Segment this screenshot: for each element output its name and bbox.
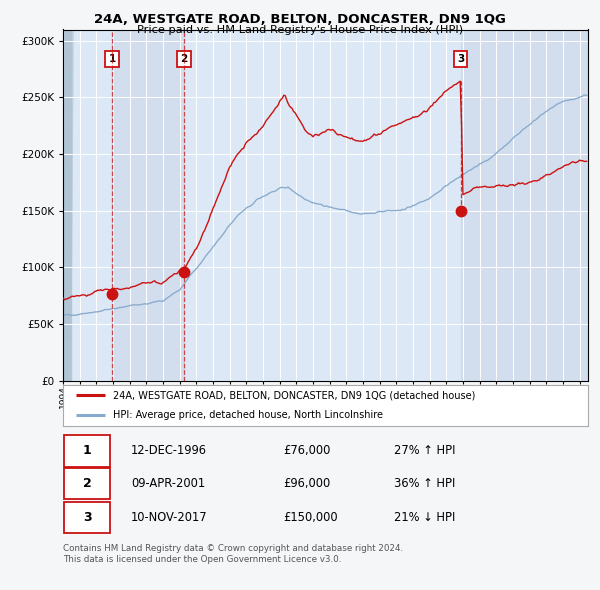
- Text: 2: 2: [83, 477, 92, 490]
- Text: 36% ↑ HPI: 36% ↑ HPI: [394, 477, 455, 490]
- Text: 24A, WESTGATE ROAD, BELTON, DONCASTER, DN9 1QG: 24A, WESTGATE ROAD, BELTON, DONCASTER, D…: [94, 13, 506, 26]
- Text: 12-DEC-1996: 12-DEC-1996: [131, 444, 207, 457]
- Text: £150,000: £150,000: [284, 511, 338, 524]
- Text: This data is licensed under the Open Government Licence v3.0.: This data is licensed under the Open Gov…: [63, 555, 341, 563]
- FancyBboxPatch shape: [64, 435, 110, 467]
- Text: 10-NOV-2017: 10-NOV-2017: [131, 511, 208, 524]
- Text: 3: 3: [83, 511, 91, 524]
- Text: HPI: Average price, detached house, North Lincolnshire: HPI: Average price, detached house, Nort…: [113, 410, 383, 420]
- Text: 1: 1: [109, 54, 116, 64]
- Text: 09-APR-2001: 09-APR-2001: [131, 477, 205, 490]
- FancyBboxPatch shape: [64, 502, 110, 533]
- FancyBboxPatch shape: [64, 468, 110, 499]
- Text: 21% ↓ HPI: 21% ↓ HPI: [394, 511, 455, 524]
- Text: 3: 3: [457, 54, 464, 64]
- Bar: [112, 30, 184, 381]
- Text: 2: 2: [181, 54, 188, 64]
- Bar: [63, 30, 71, 381]
- Text: £96,000: £96,000: [284, 477, 331, 490]
- Text: 27% ↑ HPI: 27% ↑ HPI: [394, 444, 455, 457]
- Text: 1: 1: [83, 444, 92, 457]
- Text: Price paid vs. HM Land Registry's House Price Index (HPI): Price paid vs. HM Land Registry's House …: [137, 25, 463, 35]
- Bar: [461, 30, 588, 381]
- Text: 24A, WESTGATE ROAD, BELTON, DONCASTER, DN9 1QG (detached house): 24A, WESTGATE ROAD, BELTON, DONCASTER, D…: [113, 391, 475, 401]
- Text: Contains HM Land Registry data © Crown copyright and database right 2024.: Contains HM Land Registry data © Crown c…: [63, 544, 403, 553]
- Text: £76,000: £76,000: [284, 444, 331, 457]
